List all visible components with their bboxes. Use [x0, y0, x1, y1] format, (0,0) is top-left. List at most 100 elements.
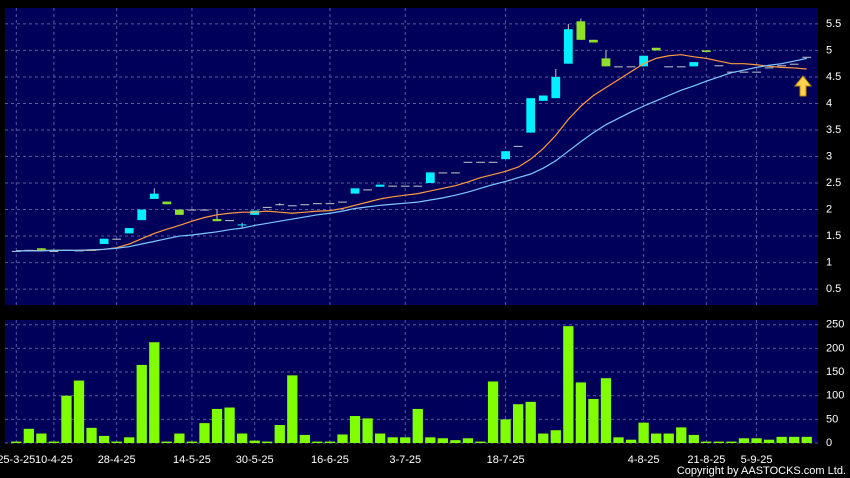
- price-panel: [5, 8, 818, 305]
- y-tick-label: 100: [826, 390, 844, 402]
- candle-body: [313, 203, 322, 205]
- volume-bar: [437, 438, 449, 443]
- candle-body: [413, 185, 423, 187]
- x-tick-label: 21-8-25: [687, 454, 725, 466]
- candle-body: [200, 209, 209, 211]
- x-tick-label: 3-7-25: [389, 454, 421, 466]
- volume-bar: [688, 434, 699, 443]
- volume-panel: [5, 320, 818, 443]
- volume-bar: [48, 441, 60, 443]
- volume-bar: [663, 433, 674, 443]
- volume-bar: [513, 404, 524, 443]
- candle-body: [789, 63, 799, 65]
- candle-body: [363, 189, 372, 191]
- x-tick-label: 5-9-25: [741, 454, 773, 466]
- candle-body: [425, 172, 435, 184]
- volume-bar: [86, 427, 97, 443]
- volume-bar: [475, 441, 486, 443]
- candle-body: [212, 219, 222, 222]
- candle-body: [36, 248, 46, 250]
- y-tick-label: 0: [826, 437, 832, 449]
- volume-bar: [73, 380, 85, 443]
- volume-bar: [224, 407, 235, 443]
- x-tick-label: 28-4-25: [98, 454, 136, 466]
- y-tick-label: 0.5: [826, 283, 841, 295]
- volume-bar: [550, 430, 561, 443]
- volume-bar: [174, 433, 185, 443]
- volume-bar: [676, 427, 687, 443]
- volume-bar: [776, 436, 787, 443]
- y-tick-label: 250: [826, 319, 844, 331]
- volume-bar: [425, 437, 436, 443]
- volume-bar: [801, 436, 812, 443]
- candle-body: [689, 62, 699, 67]
- candle-body: [651, 47, 661, 51]
- candle-body: [451, 172, 460, 174]
- volume-bar: [274, 425, 285, 443]
- y-tick-label: 3: [826, 150, 832, 162]
- candle-body: [802, 56, 812, 58]
- candle-body: [551, 76, 561, 99]
- volume-bar: [249, 440, 260, 443]
- volume-bar: [713, 441, 725, 443]
- candle-body: [162, 201, 172, 205]
- candle-body: [149, 193, 159, 199]
- y-tick-label: 2.5: [826, 177, 841, 189]
- volume-bar: [588, 399, 599, 443]
- volume-bar: [61, 395, 72, 443]
- candle-body: [601, 58, 611, 67]
- y-tick-label: 200: [826, 342, 844, 354]
- x-tick-label: 4-8-25: [628, 454, 660, 466]
- candle-body: [501, 151, 510, 160]
- volume-bar: [149, 342, 160, 443]
- volume-bar: [324, 441, 336, 443]
- volume-bar: [789, 436, 800, 443]
- candle-body: [764, 67, 774, 69]
- volume-bar: [625, 439, 637, 443]
- arrow-icon: [793, 75, 813, 97]
- y-tick-label: 4: [826, 97, 832, 109]
- candle-body: [488, 161, 498, 163]
- volume-bar: [412, 408, 423, 443]
- volume-bar: [701, 441, 712, 443]
- volume-bar: [349, 416, 361, 443]
- volume-bar: [36, 433, 47, 443]
- candle-body: [626, 66, 636, 68]
- moving-average: [16, 57, 807, 252]
- candle-body: [225, 220, 234, 222]
- volume-bar: [199, 423, 210, 443]
- volume-bar: [124, 437, 135, 443]
- candle-body: [438, 172, 448, 174]
- y-tick-label: 3.5: [826, 124, 841, 136]
- candle-body: [325, 203, 335, 205]
- candle-body: [714, 65, 724, 67]
- y-tick-label: 5.5: [826, 18, 841, 30]
- candle-body: [538, 95, 548, 101]
- candle-body: [112, 238, 122, 240]
- volume-bar: [726, 441, 737, 443]
- candle-body: [664, 66, 674, 68]
- candle-body: [476, 161, 485, 163]
- x-tick-label: 16-6-25: [311, 454, 349, 466]
- x-tick-label: 18-7-25: [487, 454, 525, 466]
- candle-body: [463, 161, 473, 163]
- volume-bar: [487, 381, 499, 443]
- volume-bar: [161, 441, 172, 443]
- volume-bar: [337, 434, 348, 443]
- volume-bar: [462, 438, 474, 443]
- volume-bar: [500, 419, 511, 443]
- volume-bar: [211, 408, 223, 443]
- candle-body: [338, 201, 347, 203]
- volume-bar: [136, 364, 147, 443]
- candle-body: [262, 206, 272, 208]
- candle-body: [526, 98, 536, 133]
- volume-bar: [186, 441, 198, 443]
- volume-bar: [638, 422, 649, 443]
- volume-bar: [362, 418, 373, 443]
- volume-bar: [763, 439, 775, 443]
- candle-body: [137, 209, 147, 221]
- volume-bar: [651, 433, 662, 443]
- y-tick-label: 1.5: [826, 230, 841, 242]
- volume-bar: [563, 326, 574, 443]
